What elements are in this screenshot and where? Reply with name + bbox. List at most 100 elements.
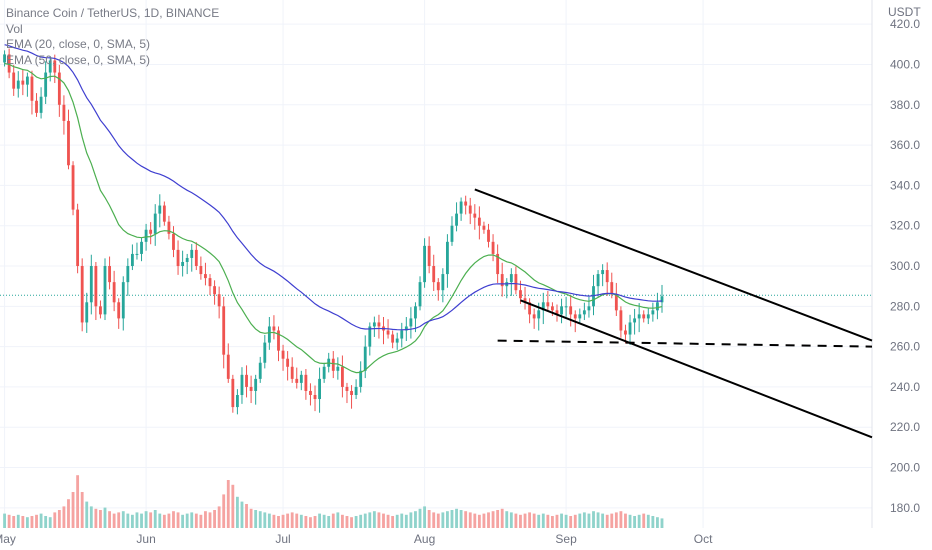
candle-body: [359, 370, 363, 387]
volume-bar: [491, 511, 495, 528]
volume-bar: [569, 516, 573, 528]
candle-body: [500, 274, 504, 287]
volume-bar: [587, 513, 591, 528]
volume-bar: [7, 514, 11, 528]
candle-body: [176, 249, 180, 267]
candle-body: [473, 213, 477, 218]
volume-bar: [121, 511, 125, 528]
volume-bar: [500, 508, 504, 528]
candle-body: [551, 306, 554, 311]
candle-body: [660, 296, 664, 303]
volume-bar: [254, 510, 258, 528]
candle-body: [21, 80, 25, 85]
ema20-indicator-label[interactable]: EMA (20, close, 0, SMA, 5): [6, 37, 151, 51]
volume-bar: [395, 514, 399, 528]
volume-bar: [240, 501, 244, 528]
volume-bar: [281, 514, 285, 528]
volume-bar: [85, 501, 89, 528]
time-axis[interactable]: May Jun Jul Aug Sep Oct: [0, 532, 713, 546]
volume-bar: [322, 514, 326, 528]
volume-bar: [468, 512, 472, 528]
candle-body: [35, 100, 38, 113]
candle-body: [62, 104, 66, 121]
trendline-annotations: [474, 188, 873, 439]
y-tick-label: 400.0: [890, 57, 920, 71]
volume-bar: [482, 513, 486, 528]
candle-body: [605, 270, 609, 283]
volume-bar: [505, 511, 509, 528]
volume-bar: [610, 513, 614, 528]
candle-body: [235, 394, 239, 408]
candle-body: [400, 330, 404, 339]
volume-bar: [573, 514, 577, 528]
candle-body: [336, 366, 340, 371]
volume-bar: [605, 514, 609, 528]
candle-body: [646, 314, 650, 319]
candle-body: [172, 233, 175, 250]
volume-bar: [277, 516, 280, 528]
volume-bar: [382, 513, 385, 528]
volume-bar: [299, 514, 303, 528]
volume-bar: [436, 513, 440, 528]
volume-bar: [582, 512, 586, 528]
volume-bar: [213, 510, 216, 528]
price-axis[interactable]: USDT 180.0 200.0 220.0 240.0 260.0 280.0 300.0…: [888, 5, 921, 515]
volume-bar: [3, 513, 6, 528]
candle-body: [404, 326, 408, 331]
volume-bar: [48, 517, 52, 528]
volume-bar: [204, 511, 207, 528]
volume-bar: [368, 512, 372, 528]
volume-bar: [532, 513, 536, 528]
candle-body: [322, 366, 326, 379]
symbol-title[interactable]: Binance Coin / TetherUS, 1D, BINANCE: [6, 6, 220, 20]
volume-bar: [76, 475, 80, 528]
candle-body: [222, 306, 226, 355]
volume-bar: [267, 513, 271, 528]
volume-bar: [519, 514, 522, 528]
volume-bar: [103, 507, 107, 528]
candle-body: [523, 298, 527, 303]
candle-body: [286, 358, 290, 367]
support-dashed-line: [497, 339, 873, 348]
volume-bar: [62, 506, 66, 528]
volume-bar: [496, 510, 500, 528]
candle-body: [409, 318, 413, 327]
volume-bar: [509, 512, 513, 528]
ema50-indicator-label[interactable]: EMA (50, close, 0, SMA, 5): [6, 52, 151, 67]
candle-body: [487, 229, 490, 242]
volume-bar: [295, 513, 299, 528]
candle-body: [144, 229, 148, 242]
volume-indicator-label[interactable]: Vol: [6, 21, 23, 36]
volume-bar: [318, 513, 321, 528]
volume-bar: [514, 513, 518, 528]
candle-body: [345, 386, 349, 391]
volume-bar: [309, 517, 312, 528]
candle-body: [445, 241, 449, 275]
candle-body: [295, 378, 299, 383]
volume-bar: [263, 512, 267, 528]
volume-bar: [555, 514, 559, 528]
candle-body: [162, 205, 166, 222]
y-tick-label: 260.0: [890, 340, 920, 354]
volume-bar: [537, 514, 541, 528]
volume-bar: [473, 513, 477, 528]
volume-bar: [459, 510, 463, 528]
candle-body: [537, 310, 541, 319]
volume-bar: [578, 513, 582, 528]
volume-bar: [363, 513, 367, 528]
y-tick-label: 340.0: [890, 178, 920, 192]
candle-body: [309, 390, 312, 395]
candle-body: [7, 54, 11, 73]
volume-bar: [541, 513, 545, 528]
candle-body: [39, 96, 43, 113]
candle-body: [528, 302, 532, 315]
candle-body: [76, 209, 80, 267]
volume-bar: [377, 512, 381, 528]
candle-body: [199, 266, 203, 275]
volume-bar: [222, 494, 226, 528]
volume-bar: [258, 511, 262, 528]
candle-body: [245, 374, 248, 387]
volume-bar: [487, 512, 490, 528]
candle-body: [582, 310, 586, 315]
